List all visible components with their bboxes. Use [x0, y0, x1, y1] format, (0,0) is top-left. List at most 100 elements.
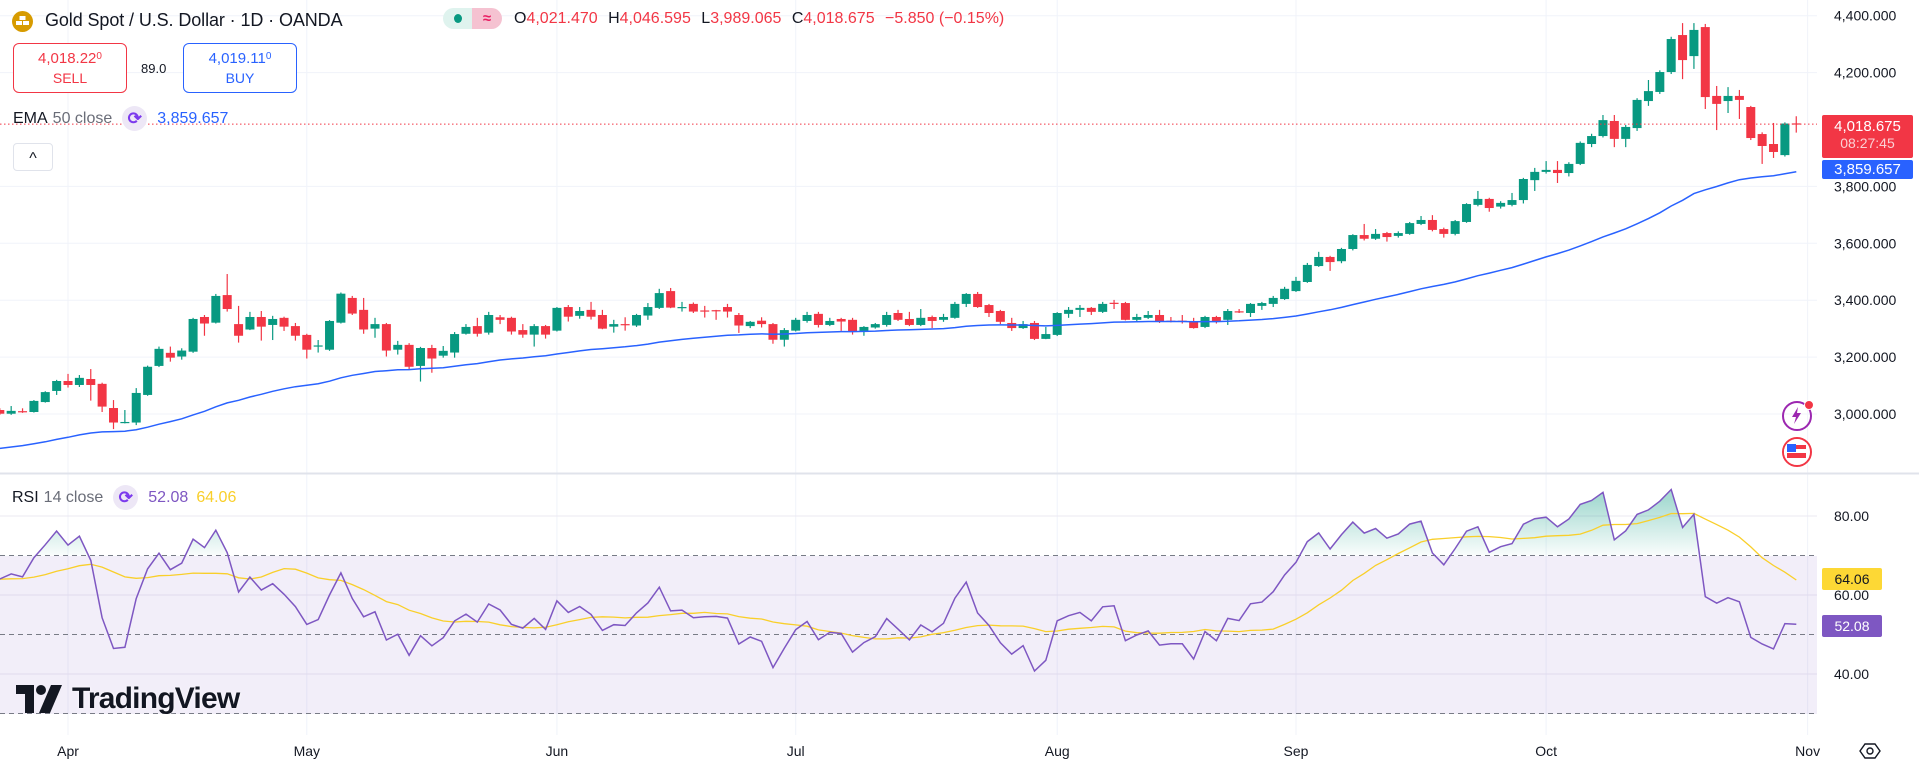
- candle-body: [1211, 316, 1221, 321]
- market-status-pill[interactable]: ≈: [443, 8, 502, 29]
- candle-down: [18, 408, 28, 413]
- time-tick-may: May: [294, 743, 320, 759]
- low-label: L: [701, 10, 711, 27]
- candle-body: [1473, 198, 1483, 205]
- candle-down: [1120, 301, 1130, 321]
- rsi-axis[interactable]: 80.00 60.00 40.00: [1834, 508, 1869, 682]
- refresh-icon[interactable]: ⟳: [113, 485, 139, 510]
- axis-settings-icon[interactable]: [1859, 742, 1881, 765]
- candle-up: [1393, 231, 1403, 238]
- candle-body: [1496, 202, 1506, 207]
- candle-up: [1632, 98, 1642, 131]
- ema-name: EMA: [13, 109, 48, 127]
- candle-body: [40, 392, 50, 403]
- candle-up: [370, 317, 380, 338]
- price-tick-label: 4,200.000: [1834, 65, 1896, 81]
- candle-down: [256, 311, 266, 341]
- candle-up: [1462, 203, 1472, 223]
- candle-body: [1109, 302, 1119, 304]
- candle-body: [1439, 229, 1449, 234]
- spread-value: 89.0: [141, 61, 167, 76]
- candle-body: [1757, 134, 1767, 147]
- candle-up: [177, 348, 187, 360]
- candle-down: [757, 317, 767, 328]
- time-axis[interactable]: Apr May Jun Jul Aug Sep Oct Nov: [57, 743, 1820, 759]
- candle-up: [245, 311, 255, 331]
- candle-down: [472, 317, 482, 337]
- candle-body: [1132, 316, 1142, 320]
- candle-body: [325, 320, 335, 350]
- rsi-ma-line: [0, 512, 1797, 640]
- candle-body: [779, 330, 789, 340]
- candle-down: [165, 346, 175, 362]
- candle-up: [1496, 201, 1506, 209]
- candle-body: [63, 380, 73, 385]
- candle-body: [848, 319, 858, 332]
- candle-up: [1041, 326, 1051, 340]
- candle-up: [1723, 87, 1733, 113]
- candle-up: [1143, 311, 1153, 319]
- tradingview-watermark[interactable]: TradingView: [16, 682, 240, 716]
- candle-body: [575, 311, 585, 316]
- candle-body: [1507, 200, 1517, 205]
- buy-price: 4,019.11: [208, 50, 266, 67]
- time-tick-sep: Sep: [1284, 743, 1309, 759]
- candle-body: [1427, 219, 1437, 230]
- candle-down: [768, 322, 778, 344]
- candle-body: [1064, 309, 1074, 314]
- symbol-title[interactable]: Gold Spot / U.S. Dollar · 1D · OANDA: [45, 10, 343, 30]
- candle-body: [1405, 223, 1415, 234]
- candle-body: [1382, 233, 1392, 238]
- candle-up: [1416, 215, 1426, 226]
- ema-legend[interactable]: EMA 50 close ⟳ 3,859.657: [13, 106, 228, 131]
- candle-down: [734, 313, 744, 333]
- buy-button[interactable]: 4,019.110 BUY: [183, 43, 297, 93]
- candle-body: [74, 377, 84, 385]
- candle-down: [688, 302, 698, 314]
- lightning-event-icon[interactable]: [1782, 400, 1814, 431]
- candle-body: [495, 317, 505, 320]
- candle-up: [1689, 23, 1699, 69]
- time-tick-aug: Aug: [1045, 743, 1070, 759]
- candle-down: [711, 309, 721, 320]
- candle-up: [1598, 114, 1608, 138]
- rsi-tick-label: 80.00: [1834, 508, 1869, 524]
- candle-body: [370, 324, 380, 329]
- collapse-legend-button[interactable]: ^: [13, 143, 53, 171]
- candle-up: [1587, 133, 1597, 148]
- candle-body: [86, 379, 96, 385]
- price-axis[interactable]: 4,400.000 4,200.000 3,800.000 3,600.000 3,40…: [1834, 8, 1896, 422]
- refresh-icon[interactable]: ⟳: [122, 106, 148, 131]
- candle-body: [52, 380, 62, 391]
- us-flag-event-icon[interactable]: [1782, 437, 1812, 467]
- rsi-legend[interactable]: RSI 14 close ⟳ 52.08 64.06: [12, 485, 236, 510]
- candle-body: [745, 321, 755, 327]
- candle-up: [950, 301, 960, 319]
- candle-down: [495, 314, 505, 325]
- ema-price-tag: 3,859.657: [1822, 160, 1913, 179]
- candle-down: [86, 369, 96, 401]
- candle-up: [1246, 303, 1255, 317]
- rsi-ma-tag: 64.06: [1822, 568, 1882, 590]
- candle-body: [1450, 221, 1460, 234]
- candle-body: [177, 350, 187, 357]
- high-value: 4,046.595: [619, 10, 691, 27]
- candle-up: [632, 313, 642, 327]
- candle-down: [1189, 317, 1199, 329]
- candle-body: [313, 345, 323, 347]
- candle-body: [1655, 72, 1665, 92]
- candle-up: [1666, 36, 1676, 75]
- candle-body: [1086, 307, 1096, 312]
- candle-up: [40, 391, 50, 403]
- candle-body: [1234, 311, 1244, 313]
- candle-body: [1098, 303, 1108, 312]
- candle-up: [1450, 219, 1460, 236]
- candle-up: [461, 324, 471, 335]
- candle-body: [541, 326, 551, 335]
- candle-body: [700, 310, 710, 312]
- candle-body: [1769, 144, 1779, 152]
- candle-down: [541, 324, 551, 339]
- price-tick-label: 3,200.000: [1834, 349, 1896, 365]
- sell-button[interactable]: 4,018.220 SELL: [13, 43, 127, 93]
